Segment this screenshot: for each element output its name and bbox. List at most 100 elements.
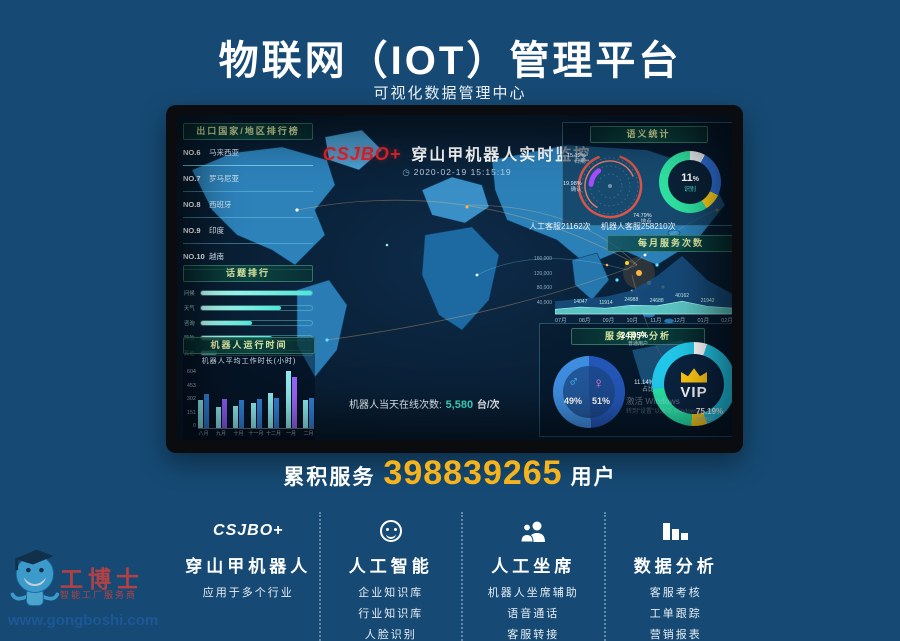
cumulative-users-banner: 累积服务 398839265 用户: [0, 454, 900, 493]
rank-row: NO.6 马来西亚: [183, 140, 313, 166]
online-label: 机器人当天在线次数:: [349, 400, 442, 411]
service-counts: 人工客服21162次 机器人客服258210次: [529, 221, 732, 232]
agents-icon: [520, 521, 546, 542]
feature-item: 语音通话: [507, 608, 560, 620]
watermark-brand: 工博士: [60, 566, 144, 592]
user-analysis-header: 服务用户分析: [571, 328, 705, 345]
gauge-label: 74.79% 地点: [633, 213, 652, 225]
feature-col-ai: 人工智能 企业知识库行业知识库人脸识别声纹识别聊天库: [318, 512, 462, 641]
monthly-service-area-chart: 160,000 120,000 80,000 40,000 14047 11914 249…: [534, 256, 732, 315]
monthly-service-header: 每月服务次数: [607, 235, 732, 252]
windows-activation-watermark: 激活 Windows 转到“设置”以激活 Windows。: [626, 396, 705, 415]
runtime-bar-group: 十二月: [266, 369, 281, 437]
feature-col-agents: 人工坐席 机器人坐席辅助语音通话客服转接快速回复: [461, 512, 604, 641]
mascot-icon: [10, 549, 60, 607]
runtime-bar-group: 九月: [215, 369, 227, 437]
area-month-labels: 07月 08月 09月 10月 11月 12月 01月 02月: [555, 314, 732, 324]
dashboard-datetime: ◷ 2020-02-19 15:15:19: [307, 167, 607, 178]
vip-text: VIP: [680, 383, 708, 401]
human-service-count: 人工客服21162次: [529, 222, 591, 231]
monthly-service-panel: 每月服务次数 160,000 120,000 80,000 40,000 14047 1…: [529, 235, 732, 324]
vip-donut-chart: VIP: [652, 342, 732, 426]
semantic-donut-value: 11: [681, 171, 693, 184]
runtime-bars: 八月 九月 十月 十一月 十二月 一月 二月: [198, 369, 314, 437]
semantic-donut-chart: 11% 识别: [659, 151, 721, 213]
runtime-bar-group: 二月: [303, 369, 314, 437]
feature-item: 机器人坐席辅助: [487, 587, 579, 599]
semantic-header: 语义统计: [589, 126, 708, 143]
feature-columns: CSJBO+ 穿山甲机器人 应用于多个行业 人工智能 企业知识库 行业知识库 人脸识…: [178, 512, 746, 641]
topic-bar: 问候: [183, 288, 313, 297]
smiley-icon: [379, 520, 402, 542]
banner-suffix: 用户: [570, 466, 617, 489]
runtime-bar-group: 八月: [198, 369, 209, 437]
feature-item: 人脸识别: [364, 629, 417, 641]
rank-row: NO.8 西班牙: [183, 192, 313, 218]
feature-item: 行业知识库: [358, 608, 424, 620]
feature-title: 人工坐席: [491, 557, 576, 576]
feature-title: 人工智能: [348, 557, 433, 576]
crown-icon: [681, 368, 707, 383]
gauge-label: 19.98% 确认: [563, 181, 582, 193]
rank-row: NO.9 印度: [183, 218, 313, 244]
export-rank-header: 出口国家/地区排行榜: [183, 123, 313, 140]
runtime-bar-group: 十一月: [248, 369, 264, 437]
feature-title: 穿山甲机器人: [185, 557, 312, 576]
topic-rank-panel: 话题排行 问候天气咨询导航其他: [183, 265, 313, 357]
feature-col-data: 数据分析 客服考核工单跟踪营销报表数据分析: [603, 512, 747, 641]
feature-item-list: 机器人坐席辅助语音通话客服转接快速回复: [463, 583, 604, 641]
export-rank-list: NO.6 马来西亚 NO.7 罗马尼亚 NO.8 西班牙 NO.9 印度 NO.10 越南: [183, 140, 313, 270]
user-analysis-panel: 服务用户分析 ♂ ♀ 49% 51% 11.14% 占比 VIP 24.: [539, 323, 732, 437]
feature-item: 客服考核: [649, 587, 702, 599]
rank-row: NO.7 罗马尼亚: [183, 166, 313, 192]
robot-service-count: 机器人客服258210次: [600, 222, 676, 231]
export-rank-panel: 出口国家/地区排行榜 NO.6 马来西亚 NO.7 罗马尼亚 NO.8 西班牙 NO.9 印度…: [183, 123, 313, 270]
semantic-gauge: 15.12% 日期 19.98% 确认 74.79% 地点: [563, 147, 652, 225]
dashboard-brand-row: CSJBO+ 穿山甲机器人实时监控: [307, 141, 607, 165]
runtime-bar-chart: 604 453 302 151 0 八月 九月 十月 十一月 十二月 一月 二月: [183, 369, 315, 440]
monitor-frame: 出口国家/地区排行榜 NO.6 马来西亚 NO.7 罗马尼亚 NO.8 西班牙 NO.9 印度…: [166, 105, 743, 453]
gender-donut-chart: ♂ ♀ 49% 51%: [553, 356, 625, 428]
vip-bottom-label: 75.19% VIP用户: [696, 407, 724, 424]
gauge-label: 15.12% 日期: [567, 153, 586, 165]
topic-bar: 天气: [183, 303, 313, 312]
online-unit: 台/次: [476, 400, 500, 411]
feature-title: 数据分析: [633, 557, 718, 576]
watermark-url: www.gongboshi.com: [8, 612, 159, 629]
csjbo-footer-logo: CSJBO+: [213, 522, 284, 539]
runtime-yticks: 604 453 302 151 0: [186, 369, 196, 429]
feature-item: 工单跟踪: [649, 608, 702, 620]
feature-item: 营销报表: [649, 629, 702, 641]
page-subtitle: 可视化数据管理中心: [373, 85, 527, 102]
online-count: 机器人当天在线次数: 5,580 台/次: [349, 396, 500, 411]
male-percent: 49%: [564, 396, 583, 406]
female-icon: ♀: [593, 375, 605, 392]
feature-col-robot: CSJBO+ 穿山甲机器人 应用于多个行业: [178, 512, 319, 641]
feature-item-list: 应用于多个行业: [178, 583, 319, 604]
runtime-subtitle: 机器人平均工作时长(小时): [201, 358, 297, 365]
runtime-header: 机器人运行时间: [183, 337, 315, 354]
male-icon: ♂: [568, 373, 580, 390]
feature-item: 应用于多个行业: [202, 587, 294, 599]
online-value: 5,580: [445, 399, 474, 411]
gongboshi-watermark: 工博士 智能工厂服务商 www.gongboshi.com: [4, 544, 164, 629]
runtime-bar-group: 十月: [233, 369, 244, 437]
area-yticks: 160,000 120,000 80,000 40,000: [533, 256, 552, 306]
feature-item-list: 客服考核工单跟踪营销报表数据分析: [606, 583, 747, 641]
dashboard-title: 穿山甲机器人实时监控: [411, 147, 592, 164]
semantic-panel: 语义统计 15.12% 日期 19.98% 确认 74.79% 地点 11%: [562, 122, 732, 226]
feature-item: 客服转接: [507, 629, 560, 641]
csjbo-logo: CSJBO+: [322, 144, 402, 164]
banner-prefix: 累积服务: [283, 466, 376, 489]
watermark-tagline: 智能工厂服务商: [60, 590, 138, 600]
banner-number: 398839265: [383, 454, 563, 492]
semantic-donut-label: 识别: [683, 186, 696, 193]
runtime-bar-group: 一月: [285, 369, 297, 437]
topic-bar: 咨询: [183, 318, 313, 327]
datetime-text: 2020-02-19 15:15:19: [413, 167, 512, 177]
dashboard-screen: 出口国家/地区排行榜 NO.6 马来西亚 NO.7 罗马尼亚 NO.8 西班牙 NO.9 印度…: [177, 115, 732, 440]
page-title: 物联网（IOT）管理平台: [218, 39, 682, 83]
vip-top-label: 24.05% 普通用户: [620, 331, 648, 348]
topic-rank-header: 话题排行: [183, 265, 313, 282]
clock-icon: ◷: [402, 167, 411, 177]
